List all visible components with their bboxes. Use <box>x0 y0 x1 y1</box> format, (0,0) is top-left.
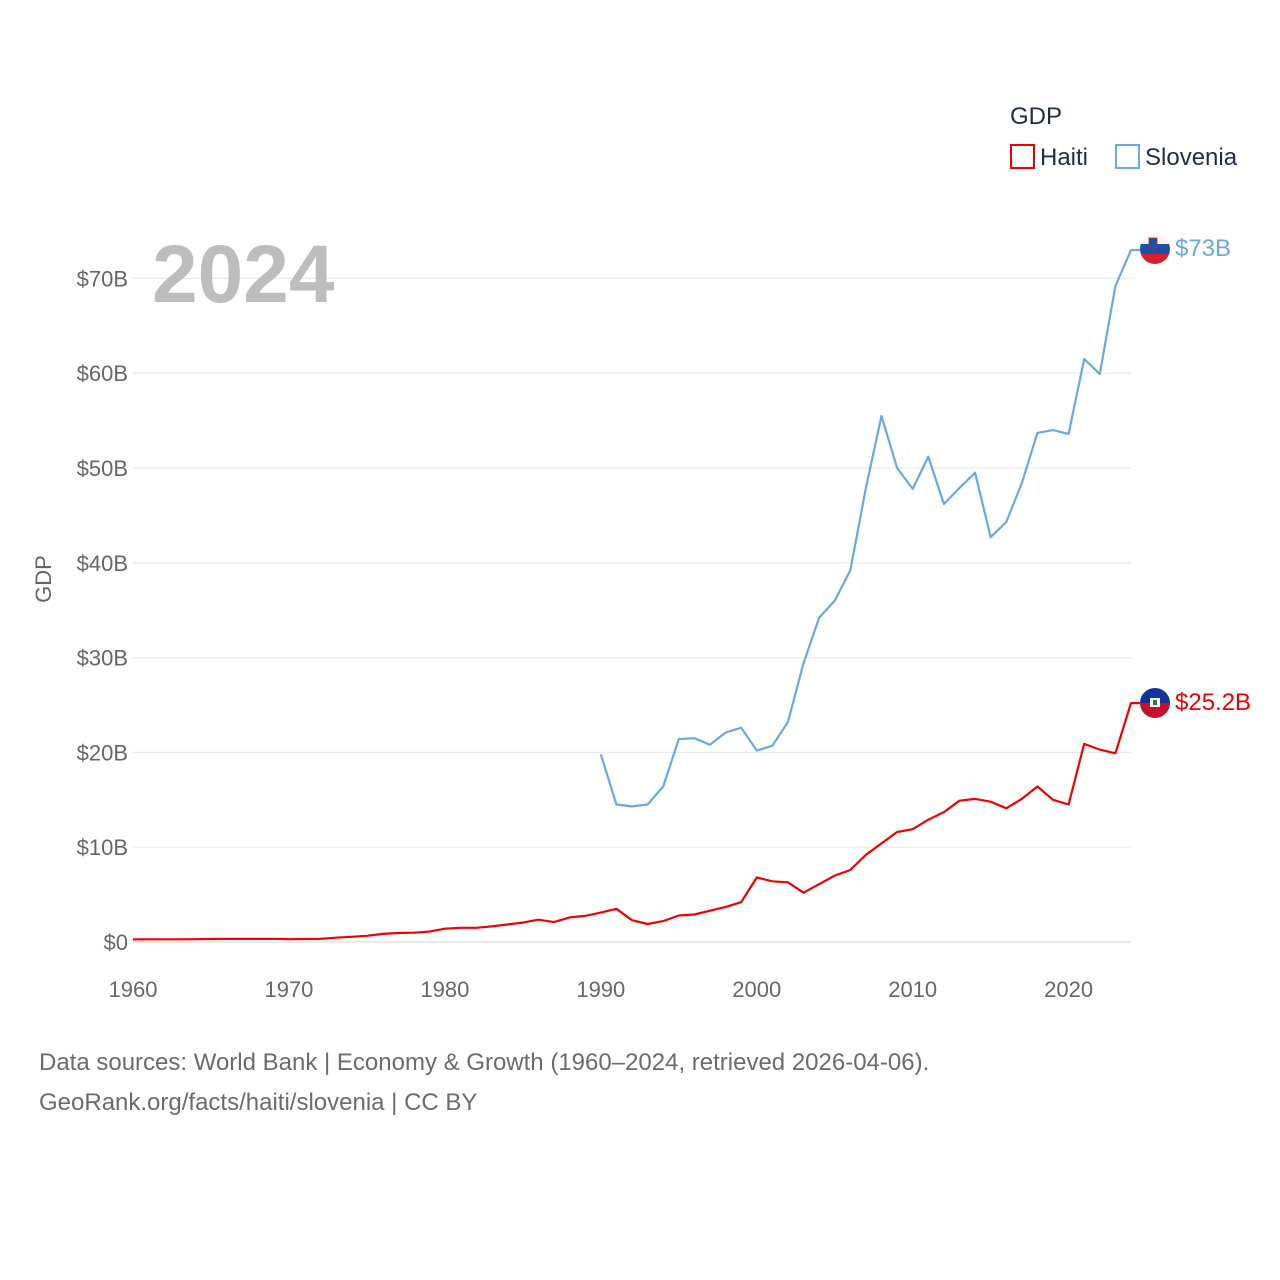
slovenia-end-value: $73B <box>1175 235 1231 262</box>
x-tick-label: 2000 <box>732 977 781 1002</box>
x-tick-label: 1970 <box>264 977 313 1002</box>
y-axis-ticks: $0 $10B $20B $30B $40B $50B $60B $70B <box>77 266 128 955</box>
y-tick-label: $50B <box>77 456 128 481</box>
series-lines <box>132 248 1140 941</box>
x-tick-label: 1960 <box>109 977 158 1002</box>
legend-label-slovenia: Slovenia <box>1145 144 1238 171</box>
legend-item-haiti[interactable]: Haiti <box>1010 144 1088 171</box>
y-tick-label: $10B <box>77 835 128 860</box>
legend-item-slovenia[interactable]: Slovenia <box>1115 144 1238 171</box>
legend-swatch-slovenia <box>1115 144 1140 169</box>
current-year-label: 2024 <box>152 229 335 320</box>
y-tick-label: $30B <box>77 646 128 671</box>
y-tick-label: $60B <box>77 361 128 386</box>
gridlines <box>133 277 1131 943</box>
legend: GDP Haiti Slovenia <box>1010 103 1238 171</box>
y-tick-label: $70B <box>77 266 128 291</box>
slovenia-flag-icon <box>1140 234 1170 264</box>
y-tick-label: $0 <box>104 930 128 955</box>
series-line-haiti[interactable] <box>132 701 1140 941</box>
haiti-flag-icon <box>1140 688 1170 718</box>
haiti-end-value: $25.2B <box>1175 689 1251 716</box>
footer-sources: Data sources: World Bank | Economy & Gro… <box>39 1043 929 1123</box>
y-axis-title: GDP <box>31 555 56 603</box>
legend-label-haiti: Haiti <box>1040 144 1088 171</box>
gdp-line-chart: $0$10B$20B$30B$40B$50B$60B$70B 1960 1970 1… <box>31 103 1251 1002</box>
footer-attribution[interactable]: GeoRank.org/facts/haiti/slovenia | CC BY <box>39 1089 478 1116</box>
y-tick-label: $20B <box>77 740 128 765</box>
x-tick-label: 1980 <box>420 977 469 1002</box>
legend-swatch-haiti <box>1010 144 1035 169</box>
legend-title: GDP <box>1010 103 1062 130</box>
y-tick-label: $40B <box>77 551 128 576</box>
x-axis-ticks: 1960 1970 1980 1990 2000 2010 2020 <box>109 977 1094 1002</box>
footer-data-sources: Data sources: World Bank | Economy & Gro… <box>39 1049 930 1076</box>
series-line-slovenia[interactable] <box>599 248 1140 808</box>
x-tick-label: 2010 <box>888 977 937 1002</box>
x-tick-label: 2020 <box>1044 977 1093 1002</box>
x-tick-label: 1990 <box>576 977 625 1002</box>
